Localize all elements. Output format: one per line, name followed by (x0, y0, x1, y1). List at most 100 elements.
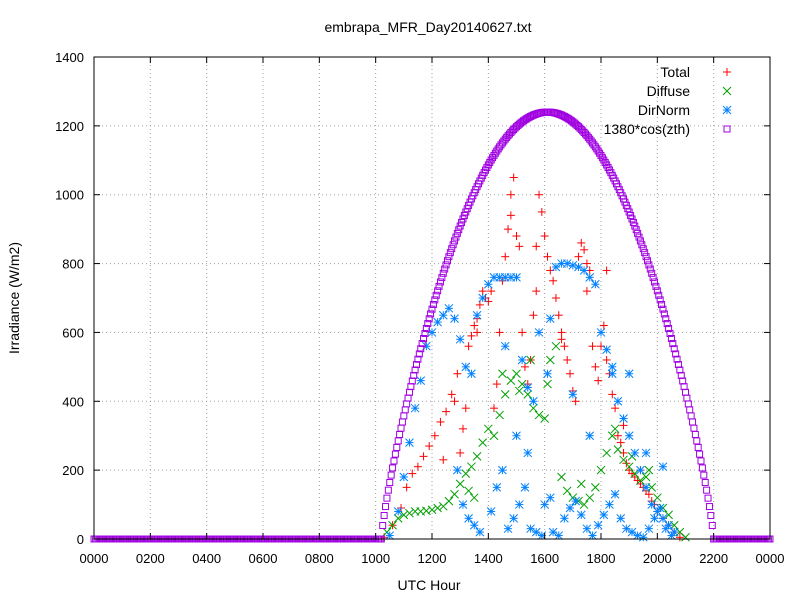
data-point (453, 369, 462, 378)
data-point (636, 465, 645, 475)
data-point (607, 369, 617, 379)
data-point (469, 493, 479, 503)
data-point (469, 520, 479, 530)
data-point (582, 287, 591, 296)
data-point (672, 350, 680, 358)
data-point (650, 513, 659, 523)
legend-label: Total (660, 64, 690, 80)
x-tick-label: 1600 (530, 551, 559, 566)
data-point (636, 237, 644, 245)
data-point (433, 317, 442, 327)
legend-marker (723, 68, 731, 76)
data-point (664, 510, 673, 520)
data-point (467, 462, 476, 472)
data-point (430, 431, 439, 440)
data-point (401, 406, 409, 414)
data-point (455, 479, 465, 489)
data-point (694, 443, 702, 451)
data-point (557, 335, 566, 344)
data-point (663, 320, 671, 328)
data-point (529, 403, 538, 413)
data-point (442, 261, 450, 269)
data-point (655, 503, 665, 513)
data-point (634, 229, 642, 237)
data-point (571, 397, 580, 406)
data-point (568, 260, 578, 270)
data-point (445, 253, 453, 261)
data-point (648, 269, 656, 277)
data-point (613, 431, 622, 440)
data-point (596, 328, 606, 337)
data-point (450, 397, 459, 406)
data-point (455, 334, 465, 344)
data-point (683, 394, 691, 402)
data-point (475, 527, 485, 537)
data-point (667, 531, 676, 540)
data-point (461, 404, 470, 413)
legend-marker (723, 125, 731, 133)
x-tick-label: 0400 (192, 551, 221, 566)
data-point (498, 465, 507, 475)
data-point (607, 431, 617, 441)
data-point (560, 342, 569, 351)
data-point (613, 396, 623, 406)
data-point (403, 400, 411, 408)
x-tick-label: 0200 (136, 551, 165, 566)
data-point (529, 396, 538, 406)
data-point (632, 226, 640, 234)
data-point (647, 500, 657, 509)
x-axis-label: UTC Hour (397, 577, 460, 593)
data-point (514, 386, 524, 396)
data-point (644, 465, 654, 475)
data-point (540, 414, 550, 423)
data-point (568, 390, 578, 399)
data-point (669, 340, 677, 348)
data-point (703, 486, 711, 494)
y-tick-label: 1200 (55, 119, 84, 134)
data-point (473, 328, 482, 337)
data-point (456, 448, 465, 457)
data-point (489, 404, 498, 413)
data-point (504, 225, 513, 234)
data-point (500, 341, 510, 351)
data-point (690, 424, 698, 432)
y-tick-label: 1400 (55, 50, 84, 65)
data-point (420, 334, 428, 342)
data-point (565, 503, 575, 513)
data-point (446, 249, 454, 257)
data-point (682, 388, 689, 396)
data-point (576, 510, 586, 520)
data-point (641, 472, 651, 482)
data-point (509, 513, 519, 523)
data-point (442, 407, 451, 416)
data-point (673, 355, 681, 363)
data-point (503, 524, 513, 534)
x-tick-label: 0800 (305, 551, 334, 566)
data-point (545, 314, 555, 324)
data-point (630, 469, 640, 478)
data-point (390, 457, 398, 465)
data-point (571, 496, 581, 506)
data-point (397, 424, 405, 432)
data-point (393, 443, 401, 451)
data-point (478, 287, 487, 296)
data-point (526, 355, 535, 365)
data-point (582, 259, 591, 268)
data-point (594, 376, 603, 385)
data-point (705, 503, 713, 511)
data-point (607, 362, 617, 372)
data-point (566, 369, 575, 378)
series-2 (385, 259, 679, 542)
data-point (436, 278, 444, 286)
data-point (438, 310, 448, 320)
data-point (674, 361, 682, 369)
data-point (562, 259, 572, 268)
data-point (641, 483, 651, 492)
data-point (383, 494, 391, 502)
data-point (388, 520, 397, 530)
data-point (501, 252, 510, 261)
data-point (676, 366, 684, 374)
data-point (701, 479, 709, 487)
data-point (438, 274, 446, 282)
data-point (698, 464, 706, 472)
